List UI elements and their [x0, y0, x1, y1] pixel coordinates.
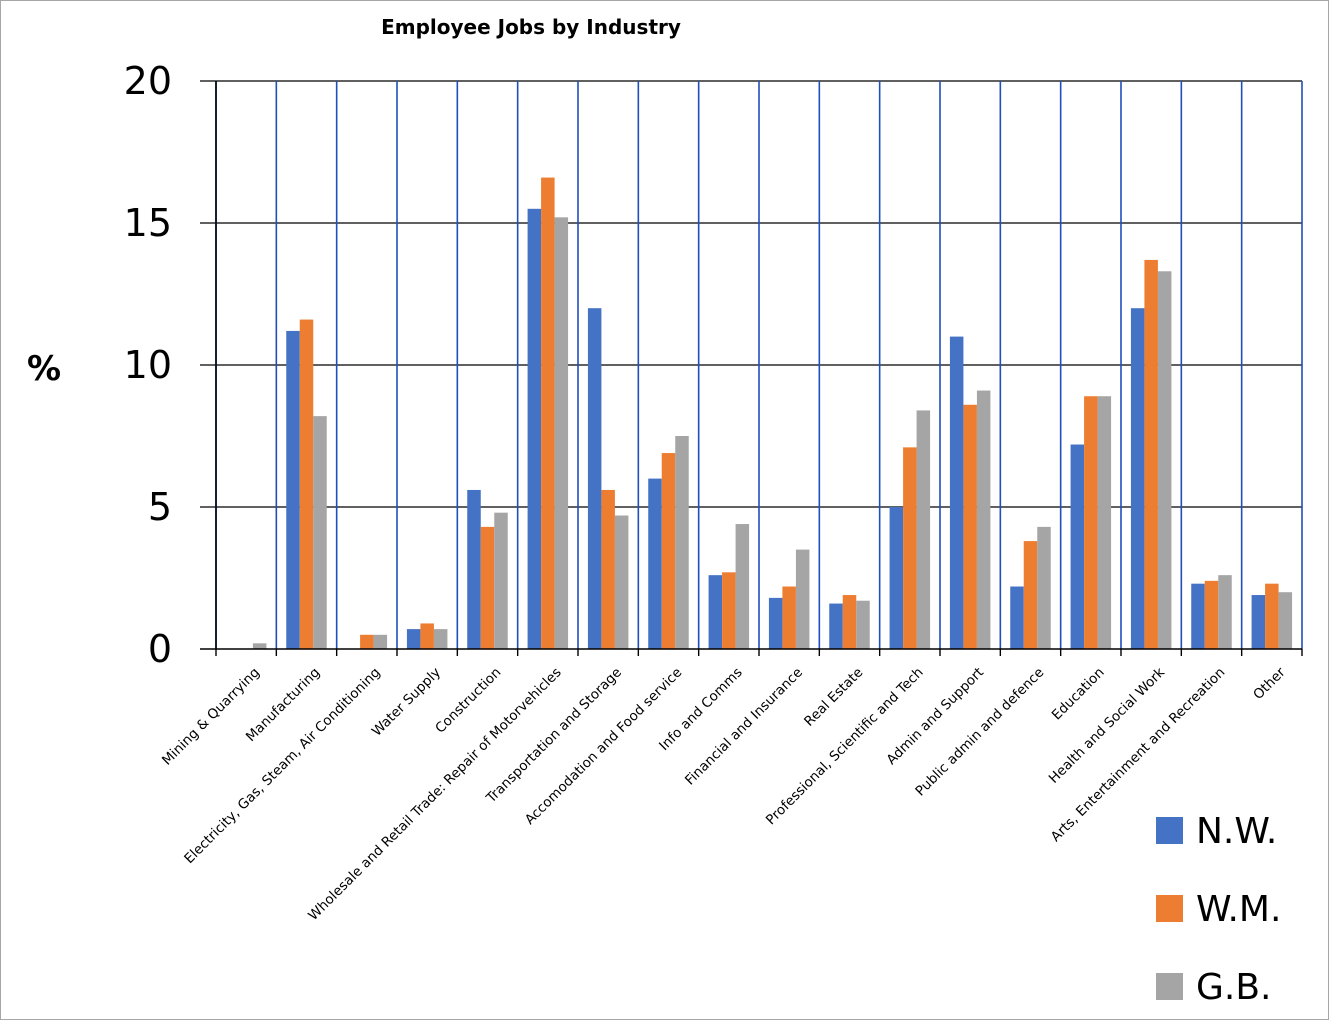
y-tick-label-1: 5	[148, 485, 172, 529]
bar-1-6	[601, 489, 615, 649]
bar-2-15	[1157, 271, 1172, 649]
bar-2-7	[675, 436, 689, 649]
bar-2-16	[1218, 575, 1232, 649]
bar-0-16	[1191, 583, 1205, 649]
bar-1-5	[541, 177, 555, 649]
x-tick-label-17: Other	[1250, 664, 1289, 703]
bar-0-4	[467, 489, 481, 649]
bar-0-10	[829, 603, 843, 649]
bar-1-3	[420, 623, 434, 649]
bar-2-6	[614, 515, 629, 649]
x-tick-label-13: Public admin and defence	[912, 665, 1047, 800]
x-tick-label-14: Education	[1049, 665, 1108, 724]
bar-1-8	[722, 572, 736, 649]
bar-1-9	[782, 586, 796, 649]
y-axis-label: %	[27, 349, 61, 389]
bar-1-10	[842, 595, 857, 649]
legend-swatch-2	[1156, 973, 1183, 1000]
bar-1-7	[661, 453, 676, 649]
bar-1-12	[963, 404, 977, 649]
bar-1-15	[1144, 259, 1158, 649]
bar-0-15	[1130, 308, 1145, 649]
y-tick-labels: 0 5 10 15 20	[124, 59, 172, 671]
bar-1-1	[299, 319, 314, 649]
bar-2-10	[856, 600, 870, 649]
x-tick-label-0: Mining & Quarrying	[159, 665, 263, 769]
axes	[200, 81, 1303, 656]
gridlines	[200, 80, 1303, 649]
bar-2-8	[735, 524, 750, 649]
bar-2-1	[313, 416, 327, 649]
bar-1-13	[1023, 541, 1038, 649]
x-tick-label-10: Real Estate	[801, 665, 866, 730]
legend: N.W. W.M. G.B.	[1156, 811, 1281, 1008]
legend-label-2: G.B.	[1196, 967, 1271, 1008]
bar-2-4	[494, 512, 508, 649]
x-tick-labels: Mining & QuarryingManufacturingElectrici…	[159, 664, 1289, 924]
bar-1-17	[1265, 583, 1279, 649]
bar-0-7	[648, 478, 662, 649]
bar-0-6	[587, 308, 602, 649]
bar-0-17	[1251, 595, 1266, 649]
bar-0-14	[1070, 444, 1085, 649]
bar-2-17	[1278, 592, 1293, 649]
bar-2-5	[554, 217, 569, 649]
legend-swatch-0	[1156, 817, 1183, 844]
bar-0-12	[949, 336, 964, 649]
bars	[252, 177, 1293, 650]
bar-1-4	[480, 526, 495, 649]
bar-0-9	[768, 597, 783, 649]
y-tick-label-2: 10	[124, 343, 172, 387]
y-tick-label-4: 20	[124, 59, 172, 103]
x-tick-label-15: Health and Social Work	[1046, 664, 1168, 786]
legend-label-1: W.M.	[1196, 889, 1281, 930]
bar-0-3	[406, 629, 421, 649]
legend-label-0: N.W.	[1196, 811, 1277, 852]
bar-2-12	[976, 390, 991, 649]
bar-2-9	[795, 549, 810, 649]
bar-0-1	[286, 330, 300, 649]
bar-2-11	[916, 410, 931, 649]
y-tick-label-3: 15	[124, 201, 172, 245]
y-tick-label-0: 0	[148, 627, 172, 671]
bar-1-14	[1084, 396, 1098, 649]
bar-2-2	[373, 634, 388, 649]
bar-0-11	[889, 507, 904, 649]
bar-0-8	[708, 575, 723, 649]
bar-0-5	[527, 208, 542, 650]
bar-1-11	[903, 447, 917, 649]
x-tick-label-9: Financial and Insurance	[682, 665, 806, 789]
bar-1-2	[360, 634, 374, 649]
bar-2-13	[1037, 526, 1051, 649]
bar-2-14	[1097, 396, 1112, 649]
bar-1-16	[1204, 580, 1219, 649]
chart-title: Employee Jobs by Industry	[381, 15, 681, 39]
bar-0-13	[1010, 586, 1024, 649]
legend-swatch-1	[1156, 895, 1183, 922]
bar-2-3	[433, 629, 448, 649]
bar-2-0	[252, 643, 267, 649]
